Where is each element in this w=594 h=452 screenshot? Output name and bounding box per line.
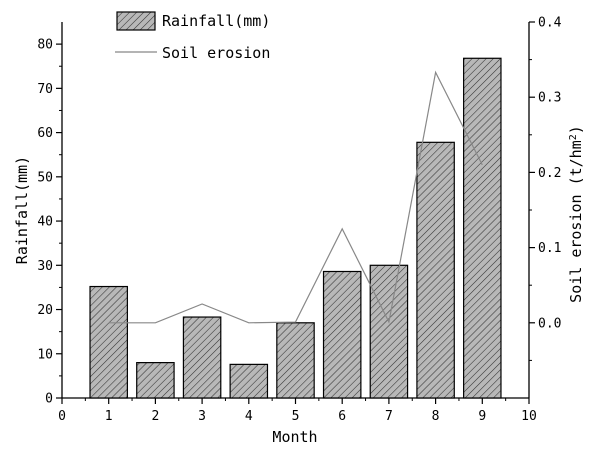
erosion-line-layer	[108, 70, 483, 324]
legend-label-rainfall: Rainfall(mm)	[162, 12, 270, 30]
y-left-tick-label: 10	[37, 347, 53, 362]
bar-month-9	[463, 57, 502, 399]
right-axis-title: Soil erosion (t/hm2)	[567, 125, 585, 303]
bar-month-2	[136, 362, 175, 399]
y-left-tick-label: 70	[37, 82, 53, 97]
y-left-tick-label: 30	[37, 259, 53, 274]
x-tick-label: 6	[338, 409, 346, 424]
bar-month-1	[89, 285, 128, 399]
y-left-ticks: 0 10 20 30 40 50 60 70 80	[37, 38, 62, 407]
y-right-ticks: 0.0 0.1 0.2 0.3 0.4	[529, 16, 562, 361]
y-left-tick-label: 80	[37, 38, 53, 53]
right-axis-title-suffix: )	[567, 125, 585, 134]
y-left-tick-label: 20	[37, 303, 53, 318]
bar-month-8	[416, 141, 455, 399]
x-tick-label: 0	[58, 409, 66, 424]
bar-month-4	[229, 363, 269, 399]
legend: Rainfall(mm) Soil erosion	[115, 11, 270, 62]
x-tick-label: 10	[521, 409, 537, 424]
y-right-tick-label: 0.0	[538, 316, 561, 331]
right-axis-title-sup: 2	[568, 134, 579, 140]
y-right-tick-label: 0.3	[538, 91, 561, 106]
bar-month-6	[322, 270, 362, 399]
bar-month-5	[276, 322, 315, 399]
x-tick-label: 3	[198, 409, 206, 424]
right-axis-title-prefix: Soil erosion (t/hm	[567, 140, 585, 303]
x-tick-label: 2	[151, 409, 159, 424]
left-axis-title: Rainfall(mm)	[13, 156, 31, 264]
y-left-tick-label: 60	[37, 126, 53, 141]
legend-swatch-rainfall	[116, 11, 156, 31]
bar-month-7	[369, 264, 409, 399]
x-tick-label: 9	[478, 409, 486, 424]
soil-erosion-line	[108, 70, 483, 324]
y-right-tick-label: 0.2	[538, 166, 561, 181]
y-left-tick-label: 40	[37, 215, 53, 230]
legend-label-erosion: Soil erosion	[162, 44, 270, 62]
x-axis-title: Month	[272, 428, 317, 446]
y-left-tick-label: 0	[45, 392, 53, 407]
bar-month-3	[182, 316, 222, 399]
bars-layer	[89, 57, 502, 399]
x-tick-label: 1	[105, 409, 113, 424]
x-tick-label: 5	[292, 409, 300, 424]
x-ticks: 0 1 2 3 4 5 6 7 8 9 10	[58, 398, 537, 424]
x-tick-label: 8	[432, 409, 440, 424]
y-right-tick-label: 0.1	[538, 241, 561, 256]
y-right-tick-label: 0.4	[538, 16, 562, 31]
x-tick-label: 7	[385, 409, 393, 424]
y-left-tick-label: 50	[37, 170, 53, 185]
x-tick-label: 4	[245, 409, 253, 424]
